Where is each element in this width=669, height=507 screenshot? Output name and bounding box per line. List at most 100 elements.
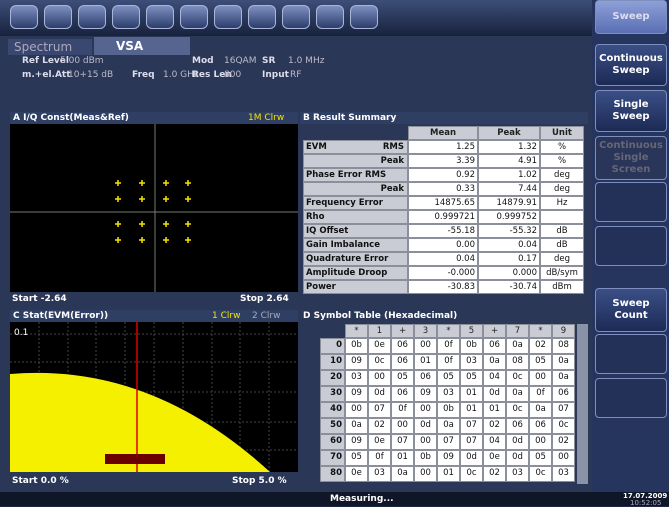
symbol: 03 [368,466,391,482]
symbol: 0c [552,418,575,434]
symbol: 0a [483,354,506,370]
softkey[interactable] [595,334,667,374]
row-sublabel: Peak [380,156,404,166]
symbol: 00 [529,370,552,386]
mean-value: -0.000 [408,266,478,280]
panel-title: C Stat(EVM(Error)) [10,310,298,322]
toolbar-button[interactable] [282,5,310,29]
row-label: Quadrature Error [303,252,408,266]
softkey[interactable]: Sweep [595,0,667,34]
row-index: 40 [320,402,345,418]
panel-title: A I/Q Const(Meas&Ref) [10,112,298,124]
symbol: 07 [552,402,575,418]
constellation-point [185,237,191,243]
toolbar-button[interactable] [248,5,276,29]
peak-value: 0.000 [478,266,540,280]
unit: % [540,154,584,168]
constellation-point [163,196,169,202]
table-header: Unit [540,126,584,140]
row-index: 50 [320,418,345,434]
row-label: EVM RMS [303,140,408,154]
symbol: 06 [391,338,414,354]
constellation-point [115,237,121,243]
toolbar-button[interactable] [214,5,242,29]
symbol: 02 [529,338,552,354]
softkey[interactable] [595,226,667,266]
constellation-point [115,221,121,227]
constellation-point [185,180,191,186]
symbol: 0f [391,402,414,418]
toolbar-button[interactable] [78,5,106,29]
softkey[interactable] [595,182,667,222]
constellation-point [139,196,145,202]
symbol: 0f [437,354,460,370]
table-header: + [391,324,414,338]
toolbar-button[interactable] [146,5,174,29]
toolbar-button[interactable] [350,5,378,29]
setting-label: m.+el.Att [22,70,71,80]
symbol: 0c [460,466,483,482]
symbol: 0a [437,418,460,434]
constellation-point [139,221,145,227]
setting-label: Mod [192,56,214,66]
symbol: 0d [506,434,529,450]
y-label: 0.1 [14,328,29,338]
row-label: Power [303,280,408,294]
symbol: 02 [552,434,575,450]
setting-value: 5.00 dBm [60,56,104,66]
symbol: 0b [414,450,437,466]
row-index: 60 [320,434,345,450]
table-header: + [483,324,506,338]
softkey[interactable]: Continuous Sweep [595,44,667,86]
setting-value: 10+15 dB [68,70,114,80]
symbol: 07 [437,434,460,450]
symbol: 05 [529,354,552,370]
row-label: Phase Error RMS [303,168,408,182]
constellation-point [185,221,191,227]
symbol: 03 [345,370,368,386]
table-header: 1 [368,324,391,338]
row-label: Amplitude Droop [303,266,408,280]
toolbar-button[interactable] [316,5,344,29]
peak-value: -55.32 [478,224,540,238]
symbol: 06 [529,418,552,434]
symbol: 06 [391,386,414,402]
symbol: 07 [368,402,391,418]
symbol: 01 [483,402,506,418]
peak-value: 4.91 [478,154,540,168]
toolbar-button[interactable] [112,5,140,29]
symbol: 06 [483,338,506,354]
unit: dBm [540,280,584,294]
symbol: 0f [437,338,460,354]
symbol: 0a [552,354,575,370]
toolbar-button[interactable] [10,5,38,29]
mean-value: 3.39 [408,154,478,168]
unit: deg [540,168,584,182]
symbol: 01 [437,466,460,482]
symbol: 0e [483,450,506,466]
peak-value: 0.999752 [478,210,540,224]
row-sublabel: RMS [382,142,404,152]
softkey[interactable]: Continuous Single Screen [595,136,667,180]
softkey[interactable] [595,378,667,418]
scrollbar[interactable] [577,324,588,484]
axis-start: Start 0.0 % [12,476,69,486]
symbol: 0c [529,466,552,482]
symbol: 0d [460,450,483,466]
symbol: 05 [345,450,368,466]
symbol: 03 [460,354,483,370]
status-state: Measuring... [330,494,394,504]
softkey[interactable]: Single Sweep [595,90,667,132]
tab[interactable]: VSA [94,37,190,55]
setting-value: 1.0 GHz [163,70,199,80]
symbol: 0f [368,450,391,466]
tab[interactable]: Spectrum [8,39,92,55]
symbol: 00 [345,402,368,418]
toolbar-button[interactable] [180,5,208,29]
symbol: 0d [368,386,391,402]
symbol: 0b [437,402,460,418]
toolbar-button[interactable] [44,5,72,29]
row-sublabel: Peak [380,184,404,194]
softkey[interactable]: Sweep Count [595,288,667,332]
symbol: 03 [437,386,460,402]
